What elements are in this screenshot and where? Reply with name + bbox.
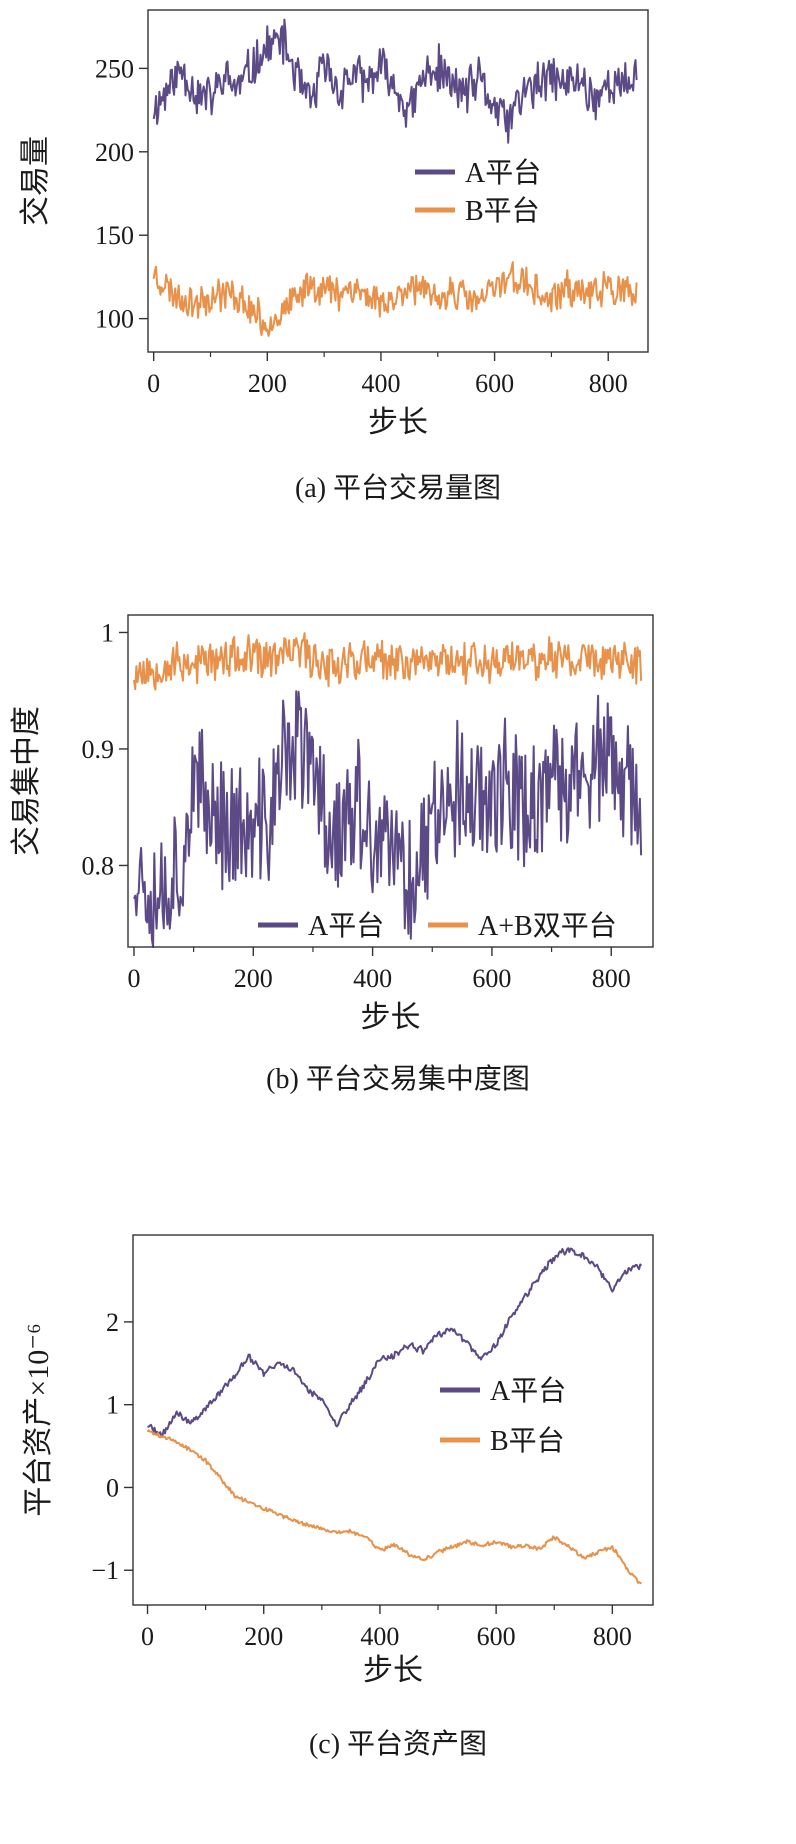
x-axis-label: 步长 xyxy=(368,406,428,439)
x-tick-label: 400 xyxy=(360,1622,399,1651)
y-tick-label: −1 xyxy=(91,1556,119,1585)
legend: A平台 B平台 xyxy=(415,157,541,227)
y-tick-label: 100 xyxy=(95,305,134,334)
y-axis-label: 交易量 xyxy=(19,136,52,226)
panel-b: 0 200 400 600 800 0.8 0.9 1 步长 交易集中度 A平台 A+B双平台 (b) … xyxy=(0,605,796,1225)
y-tick-label: 2 xyxy=(106,1308,119,1337)
chart-a: 0 200 400 600 800 100 150 200 250 步长 交易量 A平台 B平台 (a) … xyxy=(19,9,649,504)
chart-c: 0 200 400 600 800 −1 0 1 2 步长 平台资产×10⁻⁶ A平台 B平台 (c) 平… xyxy=(22,1234,654,1760)
legend: A平台 A+B双平台 xyxy=(258,910,617,942)
x-tick-label: 600 xyxy=(475,369,514,398)
panel-c: 0 200 400 600 800 −1 0 1 2 步长 平台资产×10⁻⁶ A平台 B平台 (c) 平… xyxy=(0,1225,796,1839)
x-tick-label: 800 xyxy=(593,1622,632,1651)
legend-label: B平台 xyxy=(490,1425,565,1457)
x-tick-label: 600 xyxy=(472,964,511,993)
series-line-a xyxy=(147,1247,643,1438)
y-tick-label: 0.8 xyxy=(82,851,115,880)
x-axis-label: 步长 xyxy=(361,1001,421,1034)
x-tick-label: 800 xyxy=(592,964,631,993)
x-tick-label: 400 xyxy=(361,369,400,398)
x-tick-label: 200 xyxy=(244,1622,283,1651)
plot-frame xyxy=(132,1234,654,1606)
figure-caption: (b) 平台交易集中度图 xyxy=(266,1063,530,1095)
x-tick-label: 0 xyxy=(127,964,140,993)
x-tick-label: 200 xyxy=(248,369,287,398)
figure-caption: (c) 平台资产图 xyxy=(309,1728,487,1760)
series-line-a xyxy=(152,18,638,144)
legend-label: B平台 xyxy=(465,195,540,227)
legend-label: A平台 xyxy=(465,157,541,189)
chart-b: 0 200 400 600 800 0.8 0.9 1 步长 交易集中度 A平台 A+B双平台 (b) … xyxy=(10,614,654,1095)
legend-label: A+B双平台 xyxy=(478,910,617,942)
y-axis-label: 平台资产×10⁻⁶ xyxy=(22,1323,55,1516)
series-line-b xyxy=(133,632,643,691)
x-tick-label: 200 xyxy=(234,964,273,993)
series-line-b xyxy=(146,1429,642,1585)
series-line-a xyxy=(133,690,643,948)
panel-a: 0 200 400 600 800 100 150 200 250 步长 交易量 A平台 B平台 (a) … xyxy=(0,0,796,605)
y-tick-label: 1 xyxy=(101,618,114,647)
y-tick-label: 1 xyxy=(106,1391,119,1420)
y-axis-label: 交易集中度 xyxy=(10,706,43,856)
y-tick-label: 0.9 xyxy=(82,735,115,764)
legend: A平台 B平台 xyxy=(440,1375,566,1457)
x-tick-label: 600 xyxy=(477,1622,516,1651)
plot-frame xyxy=(127,614,654,948)
series-line-b xyxy=(152,261,638,337)
y-tick-label: 150 xyxy=(95,221,134,250)
x-axis-label: 步长 xyxy=(363,1654,423,1687)
y-tick-label: 0 xyxy=(106,1473,119,1502)
figure-caption: (a) 平台交易量图 xyxy=(295,472,501,504)
legend-label: A平台 xyxy=(490,1375,566,1407)
legend-label: A平台 xyxy=(308,910,384,942)
x-tick-label: 800 xyxy=(589,369,628,398)
x-tick-label: 400 xyxy=(353,964,392,993)
y-tick-label: 250 xyxy=(95,54,134,83)
plot-frame xyxy=(147,9,649,353)
x-tick-label: 0 xyxy=(141,1622,154,1651)
y-tick-label: 200 xyxy=(95,138,134,167)
x-tick-label: 0 xyxy=(147,369,160,398)
